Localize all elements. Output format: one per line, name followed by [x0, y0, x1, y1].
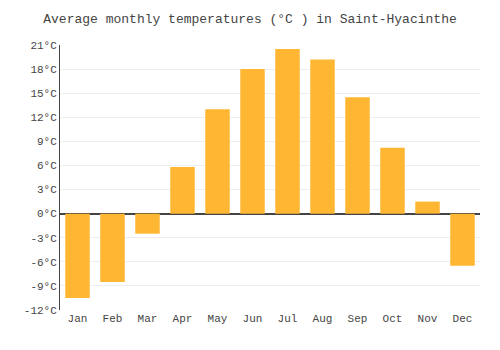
svg-text:Mar: Mar	[138, 313, 158, 325]
svg-text:Oct: Oct	[383, 313, 403, 325]
svg-text:9°C: 9°C	[37, 136, 57, 148]
svg-text:-6°C: -6°C	[30, 257, 57, 269]
svg-text:Apr: Apr	[173, 313, 193, 325]
svg-text:21°C: 21°C	[30, 40, 57, 52]
svg-text:Nov: Nov	[418, 313, 438, 325]
svg-text:Average monthly temperatures (: Average monthly temperatures (°C ) in Sa…	[43, 12, 456, 27]
svg-text:0°C: 0°C	[37, 208, 57, 220]
svg-text:Dec: Dec	[453, 313, 473, 325]
svg-text:6°C: 6°C	[37, 160, 57, 172]
svg-text:18°C: 18°C	[30, 64, 57, 76]
svg-text:3°C: 3°C	[37, 184, 57, 196]
svg-text:Jan: Jan	[68, 313, 88, 325]
svg-text:Jun: Jun	[243, 313, 263, 325]
svg-text:Feb: Feb	[103, 313, 123, 325]
svg-text:May: May	[208, 313, 228, 325]
svg-text:12°C: 12°C	[30, 112, 57, 124]
svg-text:15°C: 15°C	[30, 88, 57, 100]
svg-text:Aug: Aug	[313, 313, 333, 325]
svg-text:-12°C: -12°C	[24, 305, 57, 317]
svg-text:-9°C: -9°C	[30, 281, 57, 293]
svg-text:Sep: Sep	[348, 313, 368, 325]
svg-text:Jul: Jul	[278, 313, 298, 325]
svg-text:-3°C: -3°C	[30, 233, 57, 245]
